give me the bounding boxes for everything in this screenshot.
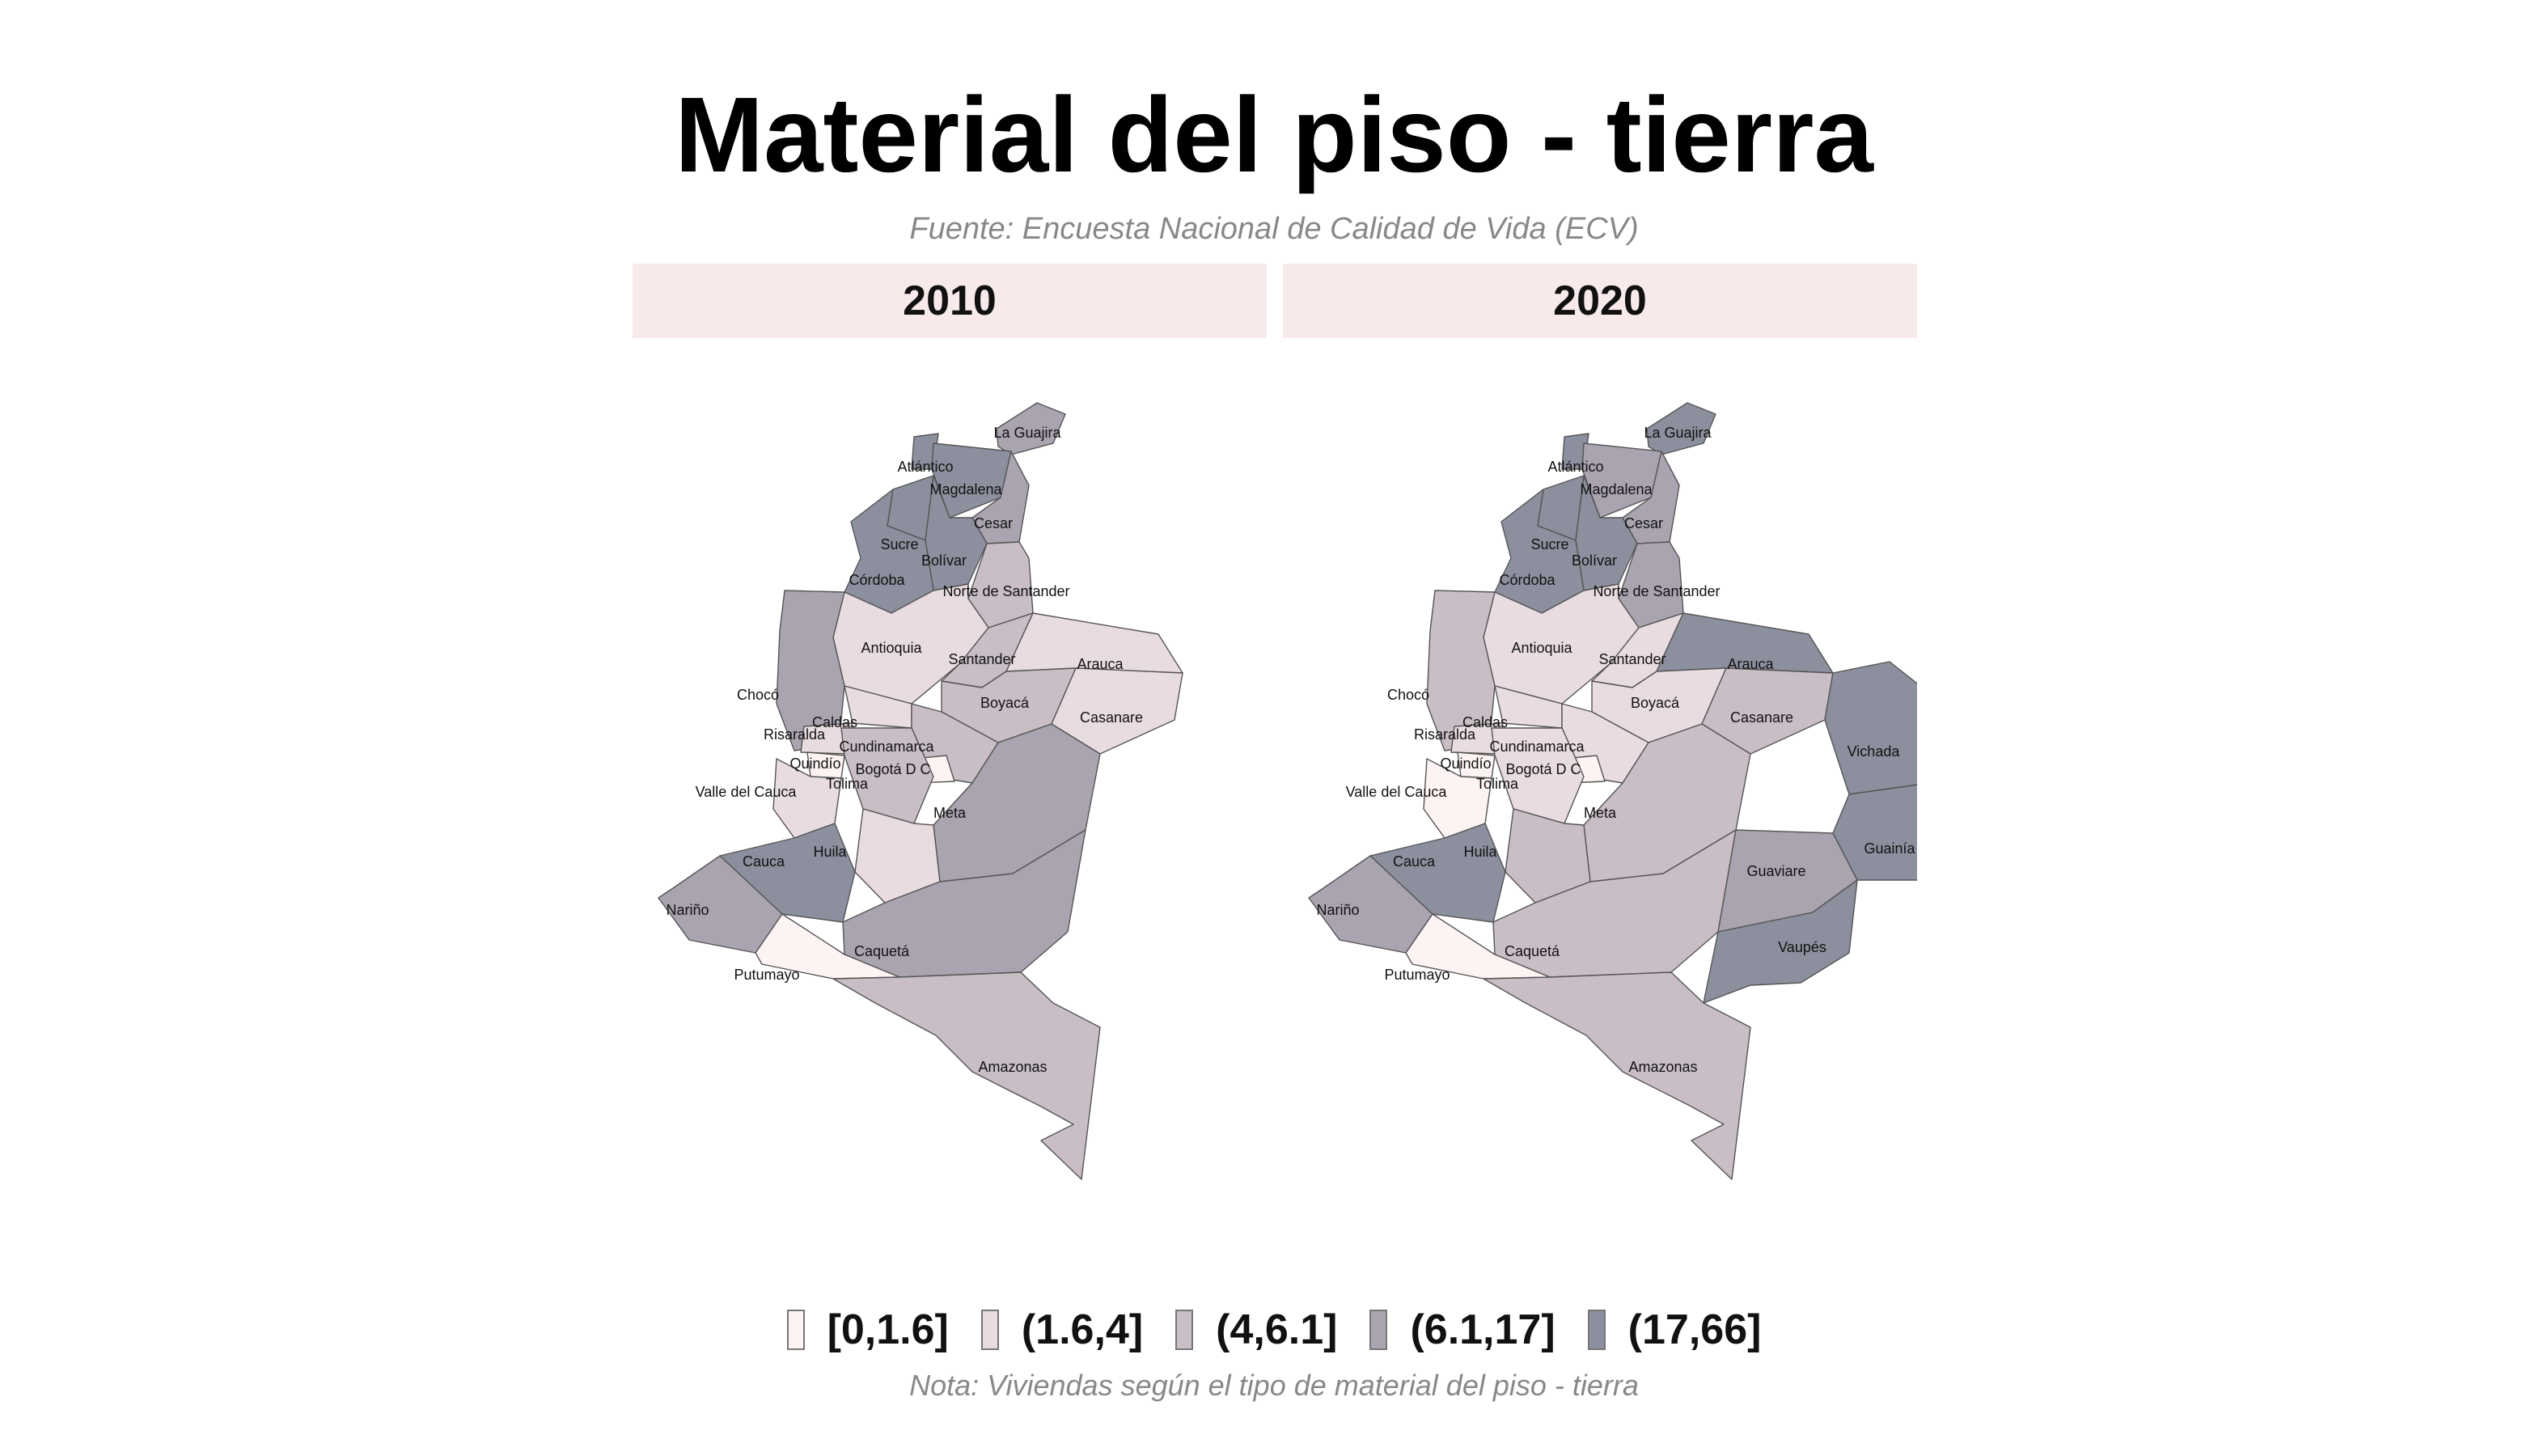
dept-label-guainia-2020: Guainía [1864,840,1915,857]
dept-label-huila-2020: Huila [1463,844,1497,860]
dept-label-huila-2010: Huila [813,844,847,860]
legend-item: (6.1,17] [1369,1306,1555,1354]
legend-label: (17,66] [1627,1306,1762,1353]
dept-label-caldas-2010: Caldas [812,714,857,730]
dept-magdalena-2010 [931,442,1012,518]
dept-label-atlantico-2010: Atlántico [897,459,953,475]
legend-swatch [980,1310,999,1350]
dept-label-putumayo-2010: Putumayo [734,967,799,983]
panel-header-2020: 2020 [1283,264,1917,338]
legend-label: (4,6.1] [1216,1306,1338,1353]
dept-label-cundinamarca-2010: Cundinamarca [839,739,934,755]
dept-label-choco-2020: Chocó [1387,687,1429,703]
dept-la-guajira-2010 [996,402,1066,455]
dept-label-risaralda-2020: Risaralda [1414,726,1476,743]
dept-label-boyaca-2010: Boyacá [980,695,1030,711]
map-note: Nota: Viviendas según el tipo de materia… [909,1369,1639,1402]
map-title: Material del piso - tierra [675,75,1873,194]
legend-label: [0,1.6] [827,1306,949,1353]
legend-swatch [786,1310,805,1350]
dept-label-casanare-2020: Casanare [1730,709,1793,726]
panel-header-2010: 2010 [633,264,1267,338]
dept-label-risaralda-2010: Risaralda [764,726,826,743]
legend-label: (1.6,4] [1021,1306,1144,1353]
dept-label-boyaca-2020: Boyacá [1631,695,1680,711]
dept-label-caqueta-2020: Caquetá [1505,943,1560,959]
dept-label-norte-de-santander-2020: Norte de Santander [1593,583,1720,599]
dept-label-cesar-2010: Cesar [974,515,1013,531]
dept-label-quindio-2010: Quindío [789,756,840,772]
dept-label-cauca-2020: Cauca [1393,853,1436,870]
dept-casanare-2010 [1051,667,1183,755]
dept-label-arauca-2020: Arauca [1727,656,1774,672]
dept-label-bolivar-2020: Bolívar [1572,552,1617,569]
dept-vichada-2020 [1824,661,1917,795]
legend-swatch [1369,1310,1388,1350]
dept-label-meta-2020: Meta [1584,805,1617,821]
dept-label-meta-2010: Meta [933,805,967,821]
dept-label-magdalena-2020: Magdalena [1580,481,1653,497]
dept-label-cesar-2020: Cesar [1624,515,1663,531]
dept-label-quindio-2020: Quindío [1440,756,1491,772]
dept-label-antioquia-2020: Antioquia [1511,640,1572,656]
dept-label-casanare-2010: Casanare [1080,709,1143,726]
dept-label-bolivar-2010: Bolívar [921,552,967,569]
dept-label-amazonas-2010: Amazonas [978,1059,1047,1075]
dept-label-amazonas-2020: Amazonas [1628,1059,1697,1075]
dept-label-cordoba-2010: Córdoba [849,572,905,588]
dept-label-caqueta-2010: Caquetá [854,943,910,959]
dept-label-tolima-2020: Tolima [1476,776,1519,792]
dept-label-arauca-2010: Arauca [1077,656,1124,672]
dept-label-caldas-2020: Caldas [1462,714,1508,730]
dept-label-la-guajira-2020: La Guajira [1644,425,1712,441]
dept-amazonas-2010 [832,971,1101,1180]
dept-label-narino-2010: Nariño [666,902,709,918]
dept-casanare-2020 [1701,667,1834,755]
dept-label-atlantico-2020: Atlántico [1547,459,1603,475]
dept-label-narino-2020: Nariño [1316,902,1359,918]
legend-label: (6.1,17] [1410,1306,1555,1353]
legend-item: (1.6,4] [980,1306,1144,1354]
legend-item: (17,66] [1587,1306,1762,1354]
legend-item: (4,6.1] [1175,1306,1337,1354]
dept-label-antioquia-2010: Antioquia [861,640,922,656]
dept-label-cordoba-2020: Córdoba [1499,572,1555,588]
dept-label-magdalena-2010: Magdalena [929,481,1002,497]
map-panel-2010: La GuajiraAtlánticoMagdalenaCesarSucreBo… [658,402,1183,1180]
dept-label-sucre-2020: Sucre [1530,536,1568,552]
dept-label-valle-del-cauca-2010: Valle del Cauca [696,784,798,800]
dept-label-tolima-2010: Tolima [826,776,869,792]
dept-label-bogota-d-c-2010: Bogotá D C [855,761,930,777]
dept-label-sucre-2010: Sucre [880,536,918,552]
map-subtitle: Fuente: Encuesta Nacional de Calidad de … [909,212,1639,246]
legend-swatch [1175,1310,1194,1350]
dept-label-norte-de-santander-2010: Norte de Santander [942,583,1069,599]
dept-label-cundinamarca-2020: Cundinamarca [1489,739,1585,755]
dept-label-santander-2010: Santander [948,651,1015,667]
dept-label-putumayo-2020: Putumayo [1384,967,1450,983]
map-panel-2020: La GuajiraAtlánticoMagdalenaCesarSucreBo… [1308,402,1917,1180]
dept-label-santander-2020: Santander [1598,651,1666,667]
dept-la-guajira-2020 [1646,402,1716,455]
dept-label-vaupes-2020: Vaupés [1778,939,1826,955]
legend-swatch [1587,1310,1606,1350]
legend: [0,1.6] (1.6,4] (4,6.1] (6.1,17] (17,66] [0,1306,2548,1354]
dept-label-vichada-2020: Vichada [1848,743,1901,760]
dept-label-valle-del-cauca-2020: Valle del Cauca [1346,784,1448,800]
dept-label-cauca-2010: Cauca [743,853,785,870]
legend-item: [0,1.6] [786,1306,949,1354]
dept-vaupes-2020 [1703,879,1858,1004]
dept-amazonas-2020 [1483,971,1751,1180]
dept-label-bogota-d-c-2020: Bogotá D C [1505,761,1581,777]
dept-label-choco-2010: Chocó [737,687,779,703]
dept-label-guaviare-2020: Guaviare [1746,863,1805,879]
dept-magdalena-2020 [1581,442,1662,518]
dept-label-la-guajira-2010: La Guajira [993,425,1061,441]
